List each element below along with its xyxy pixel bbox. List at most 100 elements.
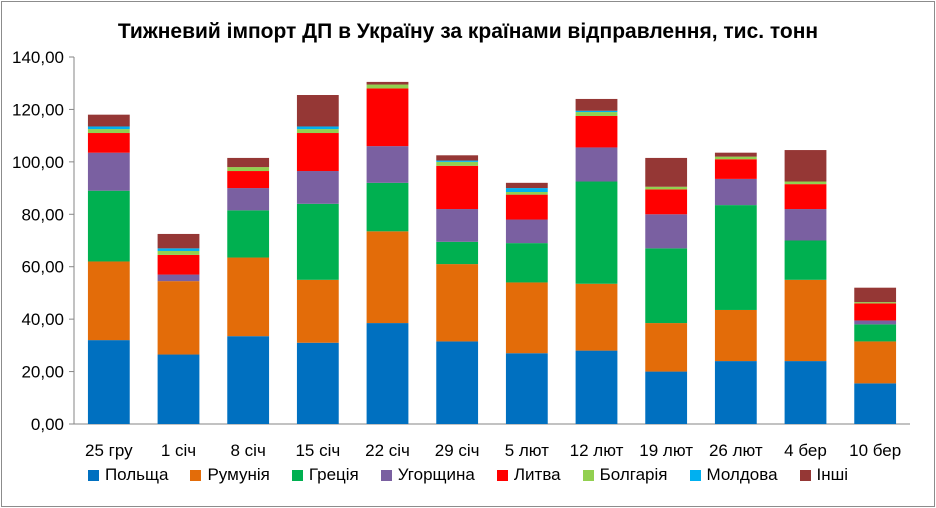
bar-segment-Молдова <box>157 248 200 251</box>
legend: Польща Румунія Греція Угорщина Литва Болгарія… <box>0 462 936 488</box>
bar-segment-Болгарія <box>784 181 827 185</box>
x-tick-label: 19 лют <box>639 441 693 460</box>
legend-label: Польща <box>104 465 169 484</box>
legend-label: Болгарія <box>599 465 668 484</box>
legend-swatch <box>582 469 594 481</box>
bar-segment-Болгарія <box>714 156 757 160</box>
bar-segment-Польща <box>854 383 897 424</box>
legend-item: Інші <box>799 465 849 485</box>
x-tick-label: 25 гру <box>85 441 133 460</box>
bar-segment-Угорщина <box>505 219 548 244</box>
bar-segment-Інші <box>227 157 270 168</box>
bar-segment-Інші <box>714 152 757 157</box>
legend-item: Польща <box>87 465 169 485</box>
bar-segment-Молдова <box>87 126 130 130</box>
bar-segment-Інші <box>854 287 897 303</box>
x-tick-label: 10 бер <box>849 441 901 460</box>
bar-segment-Молдова <box>436 160 479 162</box>
bar-segment-Інші <box>157 233 200 249</box>
bars <box>87 81 897 424</box>
y-axis-tick-labels: 0,00 20,00 40,00 60,00 80,00 100,00 120,00 140,… <box>12 48 64 434</box>
bar-segment-Литва <box>784 184 827 210</box>
bar-segment-Греція <box>436 241 479 265</box>
bar-segment-Литва <box>436 165 479 210</box>
bar-segment-Польща <box>227 336 270 424</box>
bar-segment-Болгарія <box>157 250 200 255</box>
bar-segment-Болгарія <box>227 167 270 172</box>
bar-segment-Литва <box>87 133 130 153</box>
legend-label: Інші <box>816 465 849 484</box>
bar-segment-Польща <box>505 353 548 424</box>
bar-segment-Інші <box>575 98 618 111</box>
bar-segment-Греція <box>575 181 618 284</box>
bar-segment-Болгарія <box>296 129 339 134</box>
legend-label: Литва <box>513 465 561 484</box>
bar-segment-Молдова <box>296 126 339 130</box>
x-tick-label: 5 лют <box>505 441 549 460</box>
legend-item: Болгарія <box>582 465 668 485</box>
x-tick-label: 29 січ <box>435 441 480 460</box>
bar-segment-Греція <box>87 190 130 262</box>
legend-item: Молдова <box>689 465 778 485</box>
bar-segment-Угорщина <box>784 209 827 241</box>
bar-segment-Угорщина <box>436 209 479 242</box>
bar-segment-Греція <box>714 205 757 310</box>
bar-segment-Угорщина <box>157 274 200 282</box>
bar-segment-Молдова <box>505 188 548 193</box>
x-axis-tick-labels: 25 гру 1 січ 8 січ 15 січ 22 січ 29 січ 5 лют 1… <box>85 441 901 460</box>
bar-segment-Угорщина <box>854 320 897 325</box>
bar-segment-Інші <box>436 155 479 161</box>
x-tick-label: 4 бер <box>784 441 827 460</box>
legend-swatch <box>87 469 99 481</box>
legend-label: Румунія <box>207 465 270 484</box>
y-axis-tick-marks <box>69 56 74 425</box>
bar-segment-Інші <box>87 114 130 127</box>
bar-segment-Румунія <box>505 282 548 354</box>
bar-segment-Литва <box>227 171 270 189</box>
bar-segment-Литва <box>575 115 618 148</box>
bar-segment-Румунія <box>575 283 618 351</box>
legend-swatch <box>190 469 202 481</box>
legend-label: Молдова <box>706 465 778 484</box>
bar-segment-Болгарія <box>505 192 548 195</box>
legend-item: Литва <box>496 465 561 485</box>
y-tick-label: 0,00 <box>31 415 64 434</box>
bar-segment-Угорщина <box>714 178 757 206</box>
bar-segment-Литва <box>645 189 688 215</box>
x-tick-label: 15 січ <box>295 441 340 460</box>
bar-segment-Литва <box>854 303 897 321</box>
bar-segment-Інші <box>645 157 688 187</box>
x-tick-label: 12 лют <box>570 441 624 460</box>
bar-segment-Греція <box>505 243 548 283</box>
bar-segment-Румунія <box>784 279 827 362</box>
y-tick-label: 140,00 <box>12 48 64 67</box>
bar-segment-Інші <box>366 81 409 85</box>
y-tick-label: 120,00 <box>12 100 64 119</box>
bar-segment-Литва <box>505 194 548 220</box>
bar-segment-Польща <box>296 342 339 424</box>
bar-segment-Греція <box>854 324 897 342</box>
bar-segment-Румунія <box>366 231 409 324</box>
y-tick-label: 100,00 <box>12 153 64 172</box>
bar-segment-Болгарія <box>645 186 688 190</box>
bar-segment-Угорщина <box>366 146 409 183</box>
bar-segment-Польща <box>436 341 479 424</box>
y-tick-label: 60,00 <box>21 258 64 277</box>
x-tick-label: 26 лют <box>709 441 763 460</box>
bar-segment-Литва <box>366 88 409 147</box>
y-tick-label: 40,00 <box>21 310 64 329</box>
bar-segment-Угорщина <box>575 147 618 182</box>
bar-segment-Румунія <box>227 257 270 337</box>
chart-title: Тижневий імпорт ДП в Україну за країнами… <box>117 20 819 43</box>
x-tick-label: 22 січ <box>365 441 410 460</box>
bar-segment-Польща <box>157 354 200 424</box>
x-tick-label: 1 січ <box>161 441 196 460</box>
bar-segment-Угорщина <box>296 171 339 204</box>
legend-swatch <box>689 469 701 481</box>
legend-label: Греція <box>308 465 359 484</box>
bar-segment-Інші <box>296 95 339 127</box>
bar-segment-Інші <box>784 150 827 182</box>
bar-segment-Литва <box>714 159 757 179</box>
legend-swatch <box>799 469 811 481</box>
